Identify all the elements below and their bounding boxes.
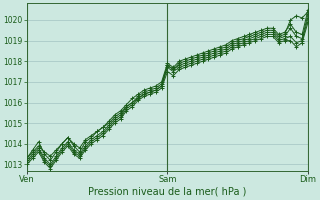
X-axis label: Pression niveau de la mer( hPa ): Pression niveau de la mer( hPa ) <box>88 187 247 197</box>
